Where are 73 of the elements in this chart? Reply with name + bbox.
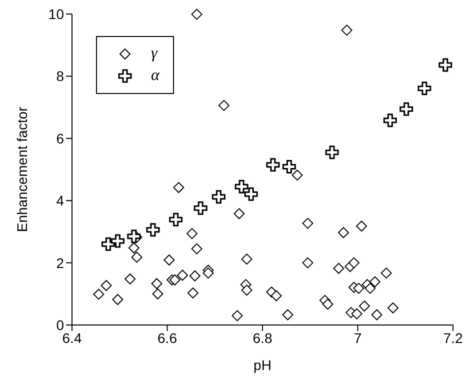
point (282, 309, 294, 320)
point (186, 228, 198, 240)
point (164, 254, 175, 266)
point (356, 220, 368, 232)
point (371, 309, 382, 320)
y-tick-label: 0 (56, 316, 64, 333)
point (169, 274, 180, 286)
point (234, 180, 248, 194)
point (418, 82, 432, 96)
point (93, 288, 104, 300)
point (244, 187, 258, 201)
point (282, 160, 296, 174)
point (128, 242, 140, 254)
point (202, 268, 214, 279)
y-tick-label: 6 (56, 130, 64, 146)
point (101, 237, 115, 251)
point (232, 310, 243, 322)
x-tick-label: 6.6 (158, 330, 178, 346)
point (358, 300, 370, 312)
point (212, 190, 226, 204)
point (380, 268, 392, 279)
point (112, 294, 124, 305)
y-tick-label: 10 (48, 6, 64, 22)
point (351, 308, 362, 320)
point (234, 208, 245, 220)
y-tick-label: 8 (56, 68, 64, 84)
point (110, 234, 124, 248)
point (325, 146, 339, 160)
point (100, 280, 112, 292)
point (241, 284, 252, 296)
legend-label: α (151, 67, 160, 85)
point (189, 270, 200, 282)
y-tick-label: 2 (56, 254, 64, 271)
point (151, 278, 162, 290)
point (127, 230, 141, 244)
point (176, 270, 188, 281)
point (302, 257, 314, 268)
x-tick-label: 6.4 (62, 330, 82, 346)
point (292, 170, 303, 181)
point (383, 114, 397, 128)
point (302, 218, 314, 229)
legend-label: γ (151, 45, 158, 63)
point (341, 24, 352, 36)
point (187, 287, 198, 298)
point (266, 158, 280, 172)
point (322, 298, 334, 310)
point (400, 102, 414, 116)
point (241, 254, 252, 265)
point (194, 201, 208, 215)
point (173, 182, 184, 194)
y-axis-title: Enhancement factor (14, 106, 30, 232)
point (353, 282, 364, 294)
point (387, 302, 398, 314)
point (146, 223, 160, 237)
point (369, 276, 380, 288)
x-tick-label: 7.2 (443, 330, 463, 346)
point (152, 288, 164, 300)
point (438, 58, 452, 72)
point (169, 212, 183, 226)
x-tick-label: 6.8 (252, 330, 272, 346)
point (348, 257, 360, 268)
x-tick-label: 7 (354, 330, 362, 346)
x-axis-title: pH (254, 357, 272, 373)
point (333, 262, 344, 274)
y-tick-label: 4 (56, 192, 64, 209)
point (338, 227, 349, 238)
point (218, 100, 230, 111)
point (364, 282, 376, 294)
point (191, 8, 202, 20)
point (131, 252, 142, 263)
point (124, 273, 136, 284)
point (270, 290, 282, 302)
point (191, 243, 202, 254)
